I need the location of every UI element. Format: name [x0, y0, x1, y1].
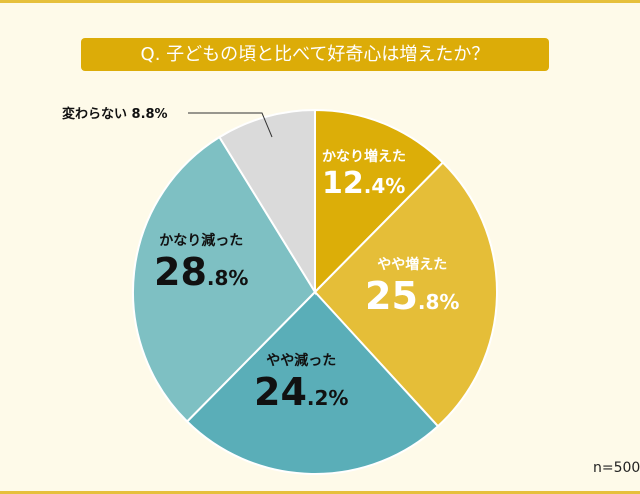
pie-slice-3 — [132, 135, 317, 423]
top-border — [0, 0, 640, 3]
slice-label-2: やや減った 24.2% — [254, 353, 349, 414]
slice-label-1: やや増えた 25.8% — [365, 257, 460, 318]
slice-label-4: 変わらない 8.8% — [62, 107, 168, 122]
chart-title: Q. 子どもの頃と比べて好奇心は増えたか？ — [81, 38, 549, 71]
sample-size: n=500 — [593, 460, 640, 476]
slice-label-3: かなり減った 28.8% — [154, 233, 249, 294]
leader-line — [188, 112, 273, 138]
pie-slice-0 — [314, 108, 445, 295]
slice-label-0: かなり増えた 12.4% — [322, 149, 406, 201]
pie-slice-4 — [218, 108, 316, 296]
pie-slice-2 — [185, 290, 440, 475]
pie-slice-1 — [313, 161, 498, 428]
bottom-border — [0, 491, 640, 494]
